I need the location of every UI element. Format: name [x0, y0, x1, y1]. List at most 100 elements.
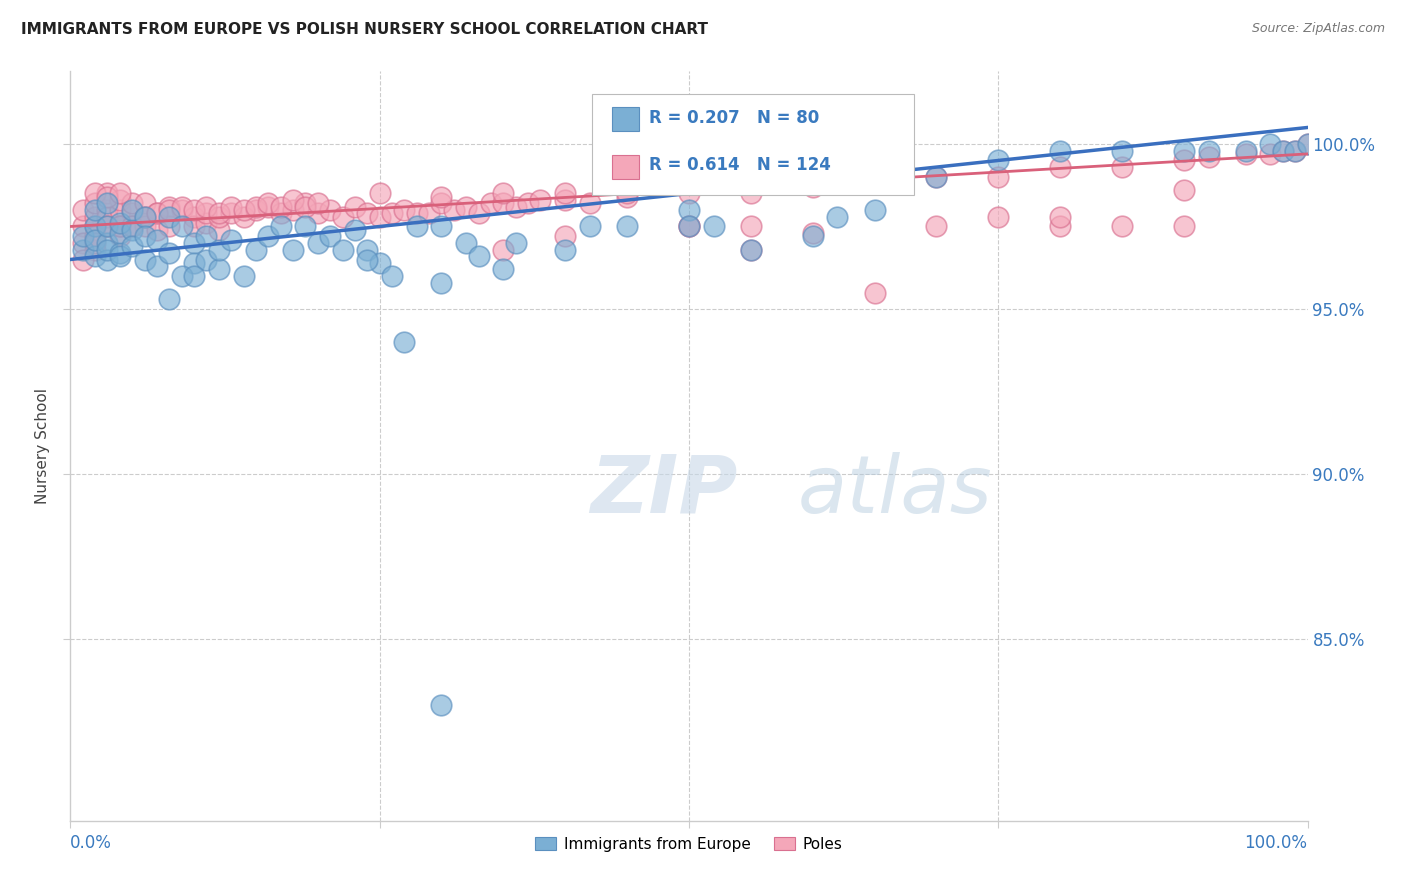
Point	[678, 219, 700, 234]
Point	[1198, 144, 1220, 158]
Point	[84, 229, 107, 244]
Point	[219, 233, 242, 247]
Point	[170, 219, 193, 234]
Point	[863, 202, 886, 217]
Point	[108, 219, 131, 234]
Point	[1111, 160, 1133, 174]
Point	[96, 219, 118, 234]
Point	[678, 202, 700, 217]
Point	[925, 169, 948, 184]
Point	[863, 177, 886, 191]
Point	[703, 219, 725, 234]
Point	[157, 210, 180, 224]
Point	[208, 243, 231, 257]
Point	[430, 196, 453, 211]
Point	[456, 200, 478, 214]
Point	[134, 219, 156, 234]
Point	[356, 206, 378, 220]
Point	[579, 219, 602, 234]
Point	[1296, 136, 1319, 151]
Point	[108, 229, 131, 244]
Text: 0.0%: 0.0%	[70, 834, 112, 852]
Point	[96, 252, 118, 267]
Point	[616, 219, 638, 234]
Point	[1049, 210, 1071, 224]
Text: 100.0%: 100.0%	[1244, 834, 1308, 852]
Point	[72, 252, 94, 267]
Point	[84, 202, 107, 217]
Point	[96, 243, 118, 257]
Bar	[612, 154, 640, 178]
Point	[146, 206, 169, 220]
Point	[134, 229, 156, 244]
Point	[492, 186, 515, 201]
Point	[381, 206, 404, 220]
Point	[108, 226, 131, 240]
Point	[257, 200, 280, 214]
Point	[1284, 144, 1306, 158]
Point	[245, 243, 267, 257]
Y-axis label: Nursery School: Nursery School	[35, 388, 51, 504]
Point	[1234, 147, 1257, 161]
Point	[740, 243, 762, 257]
Point	[121, 206, 143, 220]
Point	[183, 219, 205, 234]
Point	[394, 202, 416, 217]
Point	[195, 200, 218, 214]
Point	[195, 229, 218, 244]
Point	[208, 262, 231, 277]
Point	[84, 233, 107, 247]
Point	[84, 249, 107, 263]
Point	[443, 202, 465, 217]
Point	[987, 153, 1010, 168]
Point	[108, 246, 131, 260]
Point	[1049, 160, 1071, 174]
Point	[492, 196, 515, 211]
Point	[467, 206, 489, 220]
Point	[1234, 144, 1257, 158]
Point	[307, 196, 329, 211]
Point	[517, 196, 540, 211]
Point	[157, 219, 180, 234]
Point	[170, 268, 193, 283]
Point	[146, 233, 169, 247]
Point	[121, 223, 143, 237]
Point	[134, 196, 156, 211]
Point	[121, 219, 143, 234]
Point	[72, 202, 94, 217]
Point	[84, 196, 107, 211]
Point	[96, 190, 118, 204]
Point	[170, 200, 193, 214]
Point	[1173, 219, 1195, 234]
Point	[740, 243, 762, 257]
Bar	[612, 107, 640, 131]
Point	[356, 243, 378, 257]
Legend: Immigrants from Europe, Poles: Immigrants from Europe, Poles	[529, 830, 849, 858]
Point	[356, 252, 378, 267]
Point	[208, 206, 231, 220]
Point	[307, 235, 329, 250]
Text: R = 0.207   N = 80: R = 0.207 N = 80	[650, 109, 820, 127]
Point	[430, 219, 453, 234]
Point	[96, 202, 118, 217]
Point	[307, 206, 329, 220]
Point	[72, 243, 94, 257]
Point	[195, 252, 218, 267]
Point	[554, 229, 576, 244]
Point	[529, 193, 551, 207]
Text: atlas: atlas	[797, 452, 993, 530]
Point	[1049, 144, 1071, 158]
Point	[257, 196, 280, 211]
Point	[108, 219, 131, 234]
Point	[245, 200, 267, 214]
Point	[157, 246, 180, 260]
Point	[801, 229, 824, 244]
Point	[146, 223, 169, 237]
Point	[332, 243, 354, 257]
Point	[72, 219, 94, 234]
Point	[96, 210, 118, 224]
Point	[456, 235, 478, 250]
Point	[195, 216, 218, 230]
Point	[987, 210, 1010, 224]
Point	[579, 196, 602, 211]
